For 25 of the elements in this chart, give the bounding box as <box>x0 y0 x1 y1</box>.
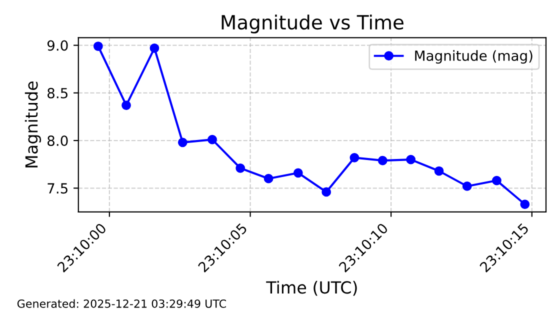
point <box>150 43 160 53</box>
chart-title: Magnitude vs Time <box>222 14 404 34</box>
y-axis-title: Magnitude <box>24 82 42 168</box>
point <box>178 138 188 148</box>
point <box>434 166 444 176</box>
point <box>236 163 246 173</box>
y-tick-label: 8.0 <box>48 135 68 146</box>
legend-label: Magnitude (mag) <box>415 50 532 64</box>
point <box>520 200 530 210</box>
x-axis-title: Time (UTC) <box>266 280 357 296</box>
point <box>492 176 502 186</box>
point <box>93 42 103 51</box>
point <box>462 182 472 191</box>
point <box>122 100 131 110</box>
point <box>208 134 217 144</box>
point <box>406 154 416 164</box>
point <box>264 174 274 184</box>
point <box>293 168 303 178</box>
y-tick-label: 7.5 <box>48 183 68 194</box>
point <box>322 187 332 197</box>
point <box>350 152 360 162</box>
y-tick-label: 9.0 <box>47 40 68 51</box>
text: Generated: 2025-12-21 03:29:49 UTC <box>17 299 226 308</box>
point <box>378 156 388 166</box>
y-tick-label: 8.5 <box>48 88 68 98</box>
